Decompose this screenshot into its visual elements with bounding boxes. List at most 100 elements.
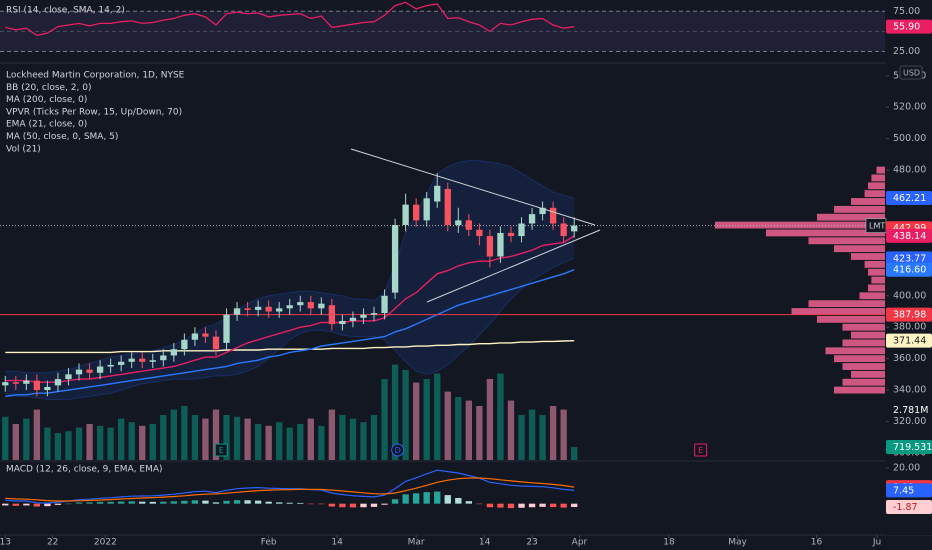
candle-body <box>181 339 188 350</box>
volume-bar <box>476 406 483 460</box>
macd-histogram-bar <box>44 503 51 507</box>
volume-bar <box>402 370 409 460</box>
candle-body <box>370 313 378 315</box>
candle-body <box>381 295 388 314</box>
macd-histogram-bar <box>370 503 378 507</box>
vpvr-bar <box>834 355 885 363</box>
macd-histogram-bar <box>191 500 199 504</box>
candle-body <box>254 306 262 310</box>
macd-histogram-bar <box>23 503 30 506</box>
volume-bar <box>65 431 72 460</box>
macd-histogram-bar <box>254 500 262 504</box>
price-marker-label: 371.44 <box>893 336 926 347</box>
volume-bar <box>233 416 241 460</box>
vpvr-bar <box>868 268 885 276</box>
price-marker <box>886 402 932 417</box>
volume-bar <box>2 416 9 460</box>
macd-histogram-bar <box>455 497 462 504</box>
macd-histogram-bar <box>212 502 220 504</box>
volume-bar <box>286 427 293 460</box>
volume-bar <box>23 418 30 460</box>
volume-bar <box>444 391 451 460</box>
macd-histogram-bar <box>560 503 567 508</box>
volume-bar <box>497 373 504 460</box>
panel-title: MACD (12, 26, close, 9, EMA, EMA) <box>6 465 163 475</box>
macd-histogram-bar <box>244 500 251 504</box>
x-tick-label: 16 <box>811 538 823 548</box>
vpvr-bar <box>834 386 885 394</box>
currency: USD <box>903 69 920 78</box>
x-tick-label: 14 <box>479 538 491 548</box>
macd-histogram-bar <box>423 492 430 504</box>
macd-histogram-bar <box>339 503 346 508</box>
vpvr-bar <box>842 339 885 347</box>
legend-entry: BB (20, close, 2, 0) <box>6 83 91 93</box>
volume-bar <box>139 425 146 460</box>
price-marker <box>886 228 932 243</box>
candle-body <box>402 204 409 226</box>
volume-bar <box>328 409 336 460</box>
volume-bar <box>571 447 578 460</box>
rsi-line <box>5 1 575 37</box>
candle-body <box>539 207 546 215</box>
volume-bar <box>381 379 388 460</box>
candle-body <box>328 305 336 325</box>
volume-bar <box>223 415 230 460</box>
vpvr-bar <box>842 378 885 386</box>
volume-bar <box>54 433 62 460</box>
vpvr-bar <box>766 229 885 237</box>
macd-histogram-bar <box>328 503 336 507</box>
volume-bar <box>297 424 304 460</box>
macd-histogram-bar <box>476 503 483 505</box>
volume-bar <box>549 406 557 460</box>
legend-entry: VPVR (Ticks Per Row, 15, Up/Down, 70) <box>6 107 182 117</box>
macd-histogram-bar <box>381 503 388 505</box>
volume-bar <box>12 424 19 460</box>
candle-body <box>339 320 346 325</box>
volume-bar <box>265 425 272 460</box>
price-marker <box>886 191 932 206</box>
price-marker <box>886 262 932 277</box>
volume-bar <box>486 379 494 460</box>
x-tick-label: 13 <box>0 538 11 548</box>
macd-histogram-bar <box>170 501 177 504</box>
x-tick-label: Apr <box>572 538 588 548</box>
candle-body <box>23 380 30 384</box>
macd-histogram-bar <box>549 503 557 508</box>
volume-bar <box>360 422 367 460</box>
macd-histogram-bar <box>2 503 9 506</box>
volume-bar <box>118 418 125 460</box>
price-marker-label: 442.99 <box>893 223 926 234</box>
macd-histogram-bar <box>233 500 241 504</box>
volume-bar <box>244 418 251 460</box>
price-marker-label: 438.14 <box>893 231 926 242</box>
vpvr-bar <box>868 182 885 190</box>
candle-body <box>75 369 83 375</box>
volume-bar <box>170 409 177 460</box>
vpvr-bar <box>842 323 885 331</box>
vpvr-bar <box>834 205 885 213</box>
volume-bar <box>413 382 420 460</box>
volume-bar <box>528 409 536 460</box>
macd-histogram-bar <box>318 503 325 505</box>
y-tick-label: 480.00 <box>893 165 926 176</box>
vpvr-bar <box>817 213 885 221</box>
price-marker-label: 423.77 <box>893 253 926 264</box>
vpvr-bar <box>808 300 885 308</box>
event-label: D <box>395 446 401 455</box>
candle-body <box>571 225 578 232</box>
y-tick-label: 520.00 <box>893 102 926 113</box>
event-icon <box>694 443 708 457</box>
price-marker <box>886 19 932 34</box>
vpvr-bar <box>817 315 885 323</box>
vpvr-bar <box>715 221 885 229</box>
macd-histogram-bar <box>402 494 409 504</box>
candle-body <box>276 308 283 312</box>
vpvr-bar <box>876 166 885 174</box>
macd-histogram-bar <box>96 501 104 504</box>
legend-entry: MA (50, close, 0, SMA, 5) <box>6 132 118 142</box>
candle-body <box>455 220 462 226</box>
volume-bar <box>128 422 135 460</box>
